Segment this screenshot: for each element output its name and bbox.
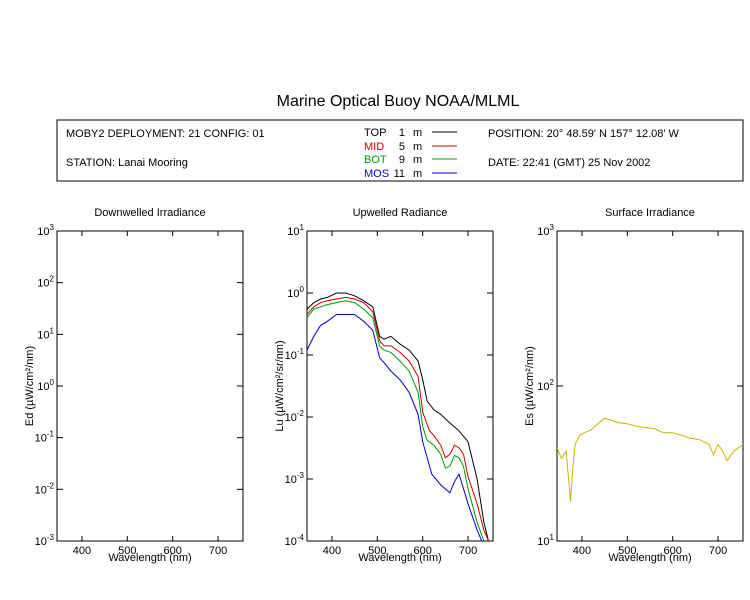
y-tick-exponent: -2 <box>297 409 305 418</box>
x-axis-label: Wavelength (nm) <box>608 552 691 564</box>
y-tick-label: 10-1 <box>35 430 55 445</box>
x-tick-label: 600 <box>414 545 432 557</box>
y-tick-exponent: -3 <box>47 533 55 542</box>
legend-unit: m <box>413 141 422 153</box>
y-tick-label: 101 <box>37 326 54 341</box>
y-tick-label: 102 <box>537 378 554 393</box>
y-axis-label: Es (µW/cm²/nm) <box>524 346 536 426</box>
x-tick-label: 400 <box>323 545 341 557</box>
legend-label: MID <box>364 141 384 153</box>
series-line-top <box>307 292 489 541</box>
x-tick-label: 700 <box>709 545 727 557</box>
series-line-mos <box>307 314 483 541</box>
info-box: MOBY2 DEPLOYMENT: 21 CONFIG: 01 STATION:… <box>56 119 744 182</box>
legend-unit: m <box>413 154 422 166</box>
y-tick-label: 101 <box>287 223 304 238</box>
y-tick-label: 101 <box>537 533 554 548</box>
y-tick-exponent: 1 <box>300 223 305 232</box>
legend-unit: m <box>413 168 422 180</box>
position-text: POSITION: 20° 48.59' N 157° 12.08' W <box>488 128 680 140</box>
series-group <box>307 292 489 541</box>
legend-unit: m <box>413 127 422 139</box>
y-tick-label: 100 <box>37 378 54 393</box>
y-tick-label: 10-2 <box>285 409 305 424</box>
y-tick-exponent: -3 <box>297 471 305 480</box>
y-tick-label: 10-3 <box>285 471 305 486</box>
date-text: DATE: 22:41 (GMT) 25 Nov 2002 <box>488 157 650 169</box>
chart-title: Downwelled Irradiance <box>94 207 205 219</box>
x-tick-label: 600 <box>164 545 182 557</box>
x-tick-label: 700 <box>209 545 227 557</box>
chart-panel-3: Surface Irradiance 400 500 600 700 101 102 103 W… <box>524 207 744 564</box>
info-box-frame <box>56 119 744 182</box>
y-tick-exponent: -1 <box>47 430 55 439</box>
y-tick-label: 10-3 <box>35 533 55 548</box>
y-tick-label: 102 <box>37 275 54 290</box>
station-text: STATION: Lanai Mooring <box>66 157 188 169</box>
y-tick-label: 103 <box>537 223 554 238</box>
figure-title: Marine Optical Buoy NOAA/MLML <box>277 93 520 110</box>
legend-depth: 1 <box>399 127 405 139</box>
x-tick-label: 500 <box>368 545 386 557</box>
y-tick-exponent: -4 <box>297 533 305 542</box>
y-tick-exponent: 2 <box>550 378 555 387</box>
x-tick-label: 400 <box>573 545 591 557</box>
plot-frame <box>56 230 244 542</box>
legend-label: MOS <box>364 168 389 180</box>
y-axis-label: Ed (µW/cm²/nm) <box>24 346 36 426</box>
plot-frame <box>306 230 494 542</box>
y-tick-exponent: 0 <box>300 285 305 294</box>
legend-depth: 9 <box>399 154 405 166</box>
y-tick-exponent: 1 <box>550 533 555 542</box>
x-axis-label: Wavelength (nm) <box>358 552 441 564</box>
y-tick-exponent: 1 <box>50 326 55 335</box>
series-line-mid <box>307 296 489 541</box>
y-tick-label: 10-4 <box>285 533 305 548</box>
x-tick-label: 500 <box>618 545 636 557</box>
y-tick-label: 10-2 <box>35 481 55 496</box>
legend-label: BOT <box>364 154 387 166</box>
y-tick-label: 10-1 <box>285 347 305 362</box>
y-tick-exponent: -2 <box>47 481 55 490</box>
series-line-bot <box>307 300 485 541</box>
y-axis-label: Lu (µW/cm²/sr/nm) <box>274 340 286 431</box>
chart-title: Surface Irradiance <box>605 207 695 219</box>
y-tick-exponent: -1 <box>297 347 305 356</box>
y-tick-exponent: 2 <box>50 275 55 284</box>
x-tick-label: 500 <box>118 545 136 557</box>
x-tick-label: 600 <box>664 545 682 557</box>
y-tick-label: 100 <box>287 285 304 300</box>
x-axis-label: Wavelength (nm) <box>108 552 191 564</box>
y-tick-exponent: 0 <box>50 378 55 387</box>
x-tick-label: 400 <box>73 545 91 557</box>
plot-frame <box>556 230 744 542</box>
y-tick-exponent: 3 <box>550 223 555 232</box>
x-tick-label: 700 <box>459 545 477 557</box>
chart-title: Upwelled Radiance <box>353 207 448 219</box>
legend-depth: 11 <box>394 168 405 180</box>
legend-label: TOP <box>364 127 386 139</box>
series-group <box>557 417 743 502</box>
series-line-es <box>557 417 743 502</box>
y-tick-exponent: 3 <box>50 223 55 232</box>
legend-depth: 5 <box>399 141 405 153</box>
deployment-text: MOBY2 DEPLOYMENT: 21 CONFIG: 01 <box>66 128 265 140</box>
y-tick-label: 103 <box>37 223 54 238</box>
